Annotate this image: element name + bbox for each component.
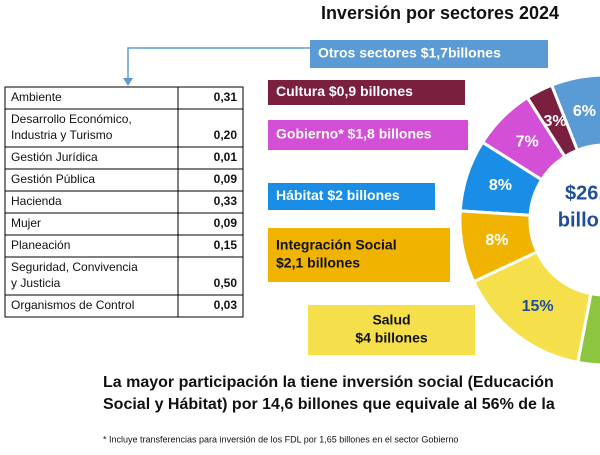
table-cell [177, 256, 244, 296]
summary-line: La mayor participación la tiene inversió… [103, 374, 554, 391]
sector-label: Gobierno* $1,8 billones [276, 126, 432, 142]
sector-box [268, 80, 465, 105]
sector-label: $2,1 billones [276, 255, 360, 271]
sector-name: Desarrollo Económico, [11, 112, 132, 126]
sector-amount: 0,01 [214, 150, 238, 164]
sector-label: $4 billones [355, 330, 428, 346]
sector-label: Otros sectores $1,7billones [318, 45, 501, 61]
sector-amount: 0,15 [214, 238, 238, 252]
sector-amount: 0,09 [214, 172, 238, 186]
sector-box [268, 120, 468, 150]
sector-amount: 0,03 [214, 298, 238, 312]
arrow-head [123, 78, 133, 86]
sector-name: Hacienda [11, 194, 62, 208]
sector-amount: 0,33 [214, 194, 238, 208]
percent-label: 3% [543, 113, 566, 130]
sector-name: Mujer [11, 216, 41, 230]
sector-name: Gestión Pública [11, 172, 95, 186]
footnote: * Incluye transferencias para inversión … [103, 434, 458, 444]
sector-name: Organismos de Control [11, 298, 134, 312]
sector-label: Salud [372, 312, 410, 328]
sector-amount: 0,31 [214, 90, 238, 104]
table-cell [177, 108, 244, 148]
sector-label: Cultura $0,9 billones [276, 83, 413, 99]
sector-name: Gestión Jurídica [11, 150, 98, 164]
sector-amount: 0,09 [214, 216, 238, 230]
percent-label: 6% [573, 103, 596, 120]
title: Inversión por sectores 2024 [321, 3, 559, 23]
percent-label: 7% [516, 133, 539, 150]
sector-label: Hábitat $2 billones [276, 187, 400, 203]
sector-box [308, 305, 475, 355]
sector-label: Integración Social [276, 237, 397, 253]
sector-name: Industria y Turismo [11, 128, 113, 142]
sector-name: y Justicia [11, 276, 61, 290]
table-cell [4, 108, 179, 148]
donut-center: billone [558, 209, 600, 231]
sector-box [310, 40, 548, 68]
percent-label: 15% [522, 298, 554, 315]
donut-center: $26,4 [565, 182, 600, 204]
sector-amount: 0,20 [214, 128, 238, 142]
sector-name: Planeación [11, 238, 70, 252]
table-cell [4, 256, 179, 296]
sector-name: Ambiente [11, 90, 62, 104]
percent-label: 8% [485, 232, 508, 249]
connector [127, 47, 310, 80]
summary-line: Social y Hábitat) por 14,6 billones que … [103, 396, 555, 413]
donut-segment-other [576, 291, 600, 367]
sector-box [268, 183, 435, 210]
sector-amount: 0,50 [214, 276, 238, 290]
sector-name: Seguridad, Convivencia [11, 260, 138, 274]
table-cell [177, 294, 244, 318]
percent-label: 8% [489, 177, 512, 194]
sector-box [268, 228, 450, 282]
